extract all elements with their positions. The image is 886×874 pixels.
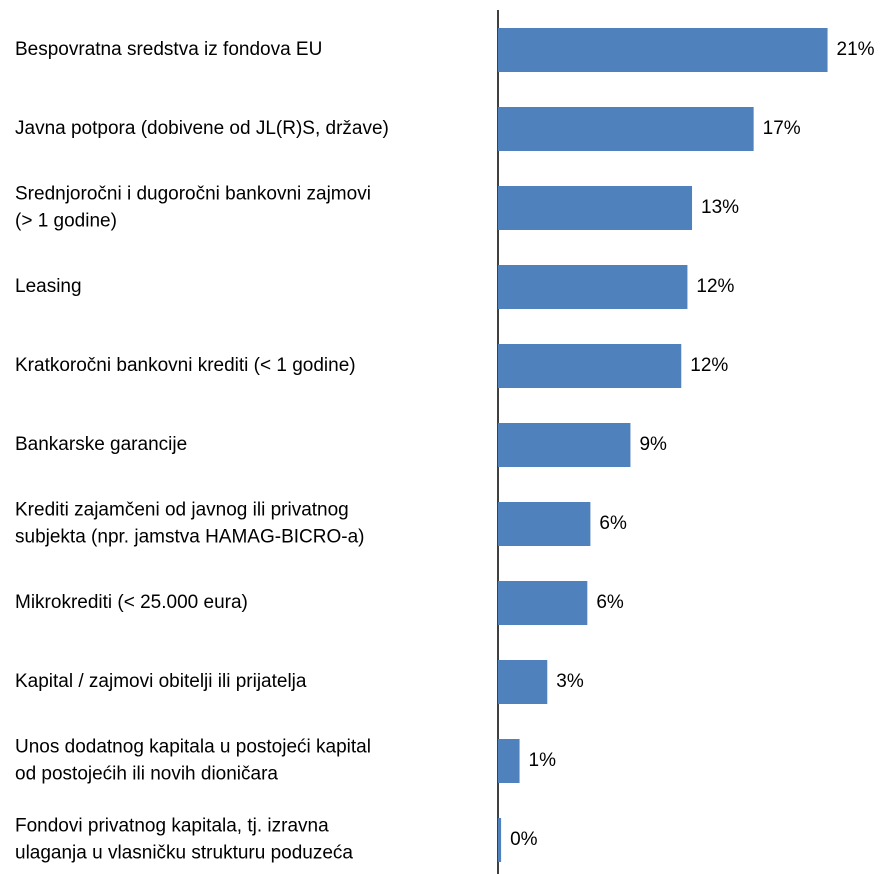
category-label: ulaganja u vlasničku strukturu poduzeća — [15, 843, 353, 864]
category-label: Leasing — [15, 276, 82, 297]
bar — [498, 28, 828, 72]
bar — [498, 265, 688, 309]
category-label: Kratkoročni bankovni krediti (< 1 godine… — [15, 355, 356, 376]
value-label: 12% — [690, 355, 728, 376]
category-label: Unos dodatnog kapitala u postojeći kapit… — [15, 737, 371, 758]
category-label: Kapital / zajmovi obitelji ili prijatelj… — [15, 671, 307, 692]
category-label: Srednjoročni i dugoročni bankovni zajmov… — [15, 184, 371, 205]
value-label: 1% — [529, 750, 557, 771]
value-label: 12% — [696, 276, 734, 297]
value-label: 3% — [556, 671, 584, 692]
value-label: 21% — [837, 39, 875, 60]
value-label: 13% — [701, 197, 739, 218]
category-label: od postojećih ili novih dioničara — [15, 764, 278, 785]
category-label: Bespovratna sredstva iz fondova EU — [15, 39, 322, 60]
value-label: 9% — [639, 434, 667, 455]
category-label: Javna potpora (dobivene od JL(R)S, držav… — [15, 118, 389, 139]
category-label: subjekta (npr. jamstva HAMAG-BICRO-a) — [15, 527, 364, 548]
bar — [498, 502, 591, 546]
bar — [498, 818, 502, 862]
value-label: 6% — [599, 513, 627, 534]
value-label: 6% — [596, 592, 624, 613]
bar — [498, 107, 754, 151]
bar — [498, 186, 693, 230]
category-label: Krediti zajamčeni od javnog ili privatno… — [15, 500, 349, 521]
bar — [498, 581, 588, 625]
value-label: 17% — [763, 118, 801, 139]
bar — [498, 344, 682, 388]
bar — [498, 423, 631, 467]
bar — [498, 739, 520, 783]
bar — [498, 660, 548, 704]
category-label: (> 1 godine) — [15, 211, 117, 232]
category-label: Mikrokrediti (< 25.000 eura) — [15, 592, 248, 613]
value-label: 0% — [510, 829, 538, 850]
category-label: Fondovi privatnog kapitala, tj. izravna — [15, 816, 329, 837]
category-label: Bankarske garancije — [15, 434, 187, 455]
